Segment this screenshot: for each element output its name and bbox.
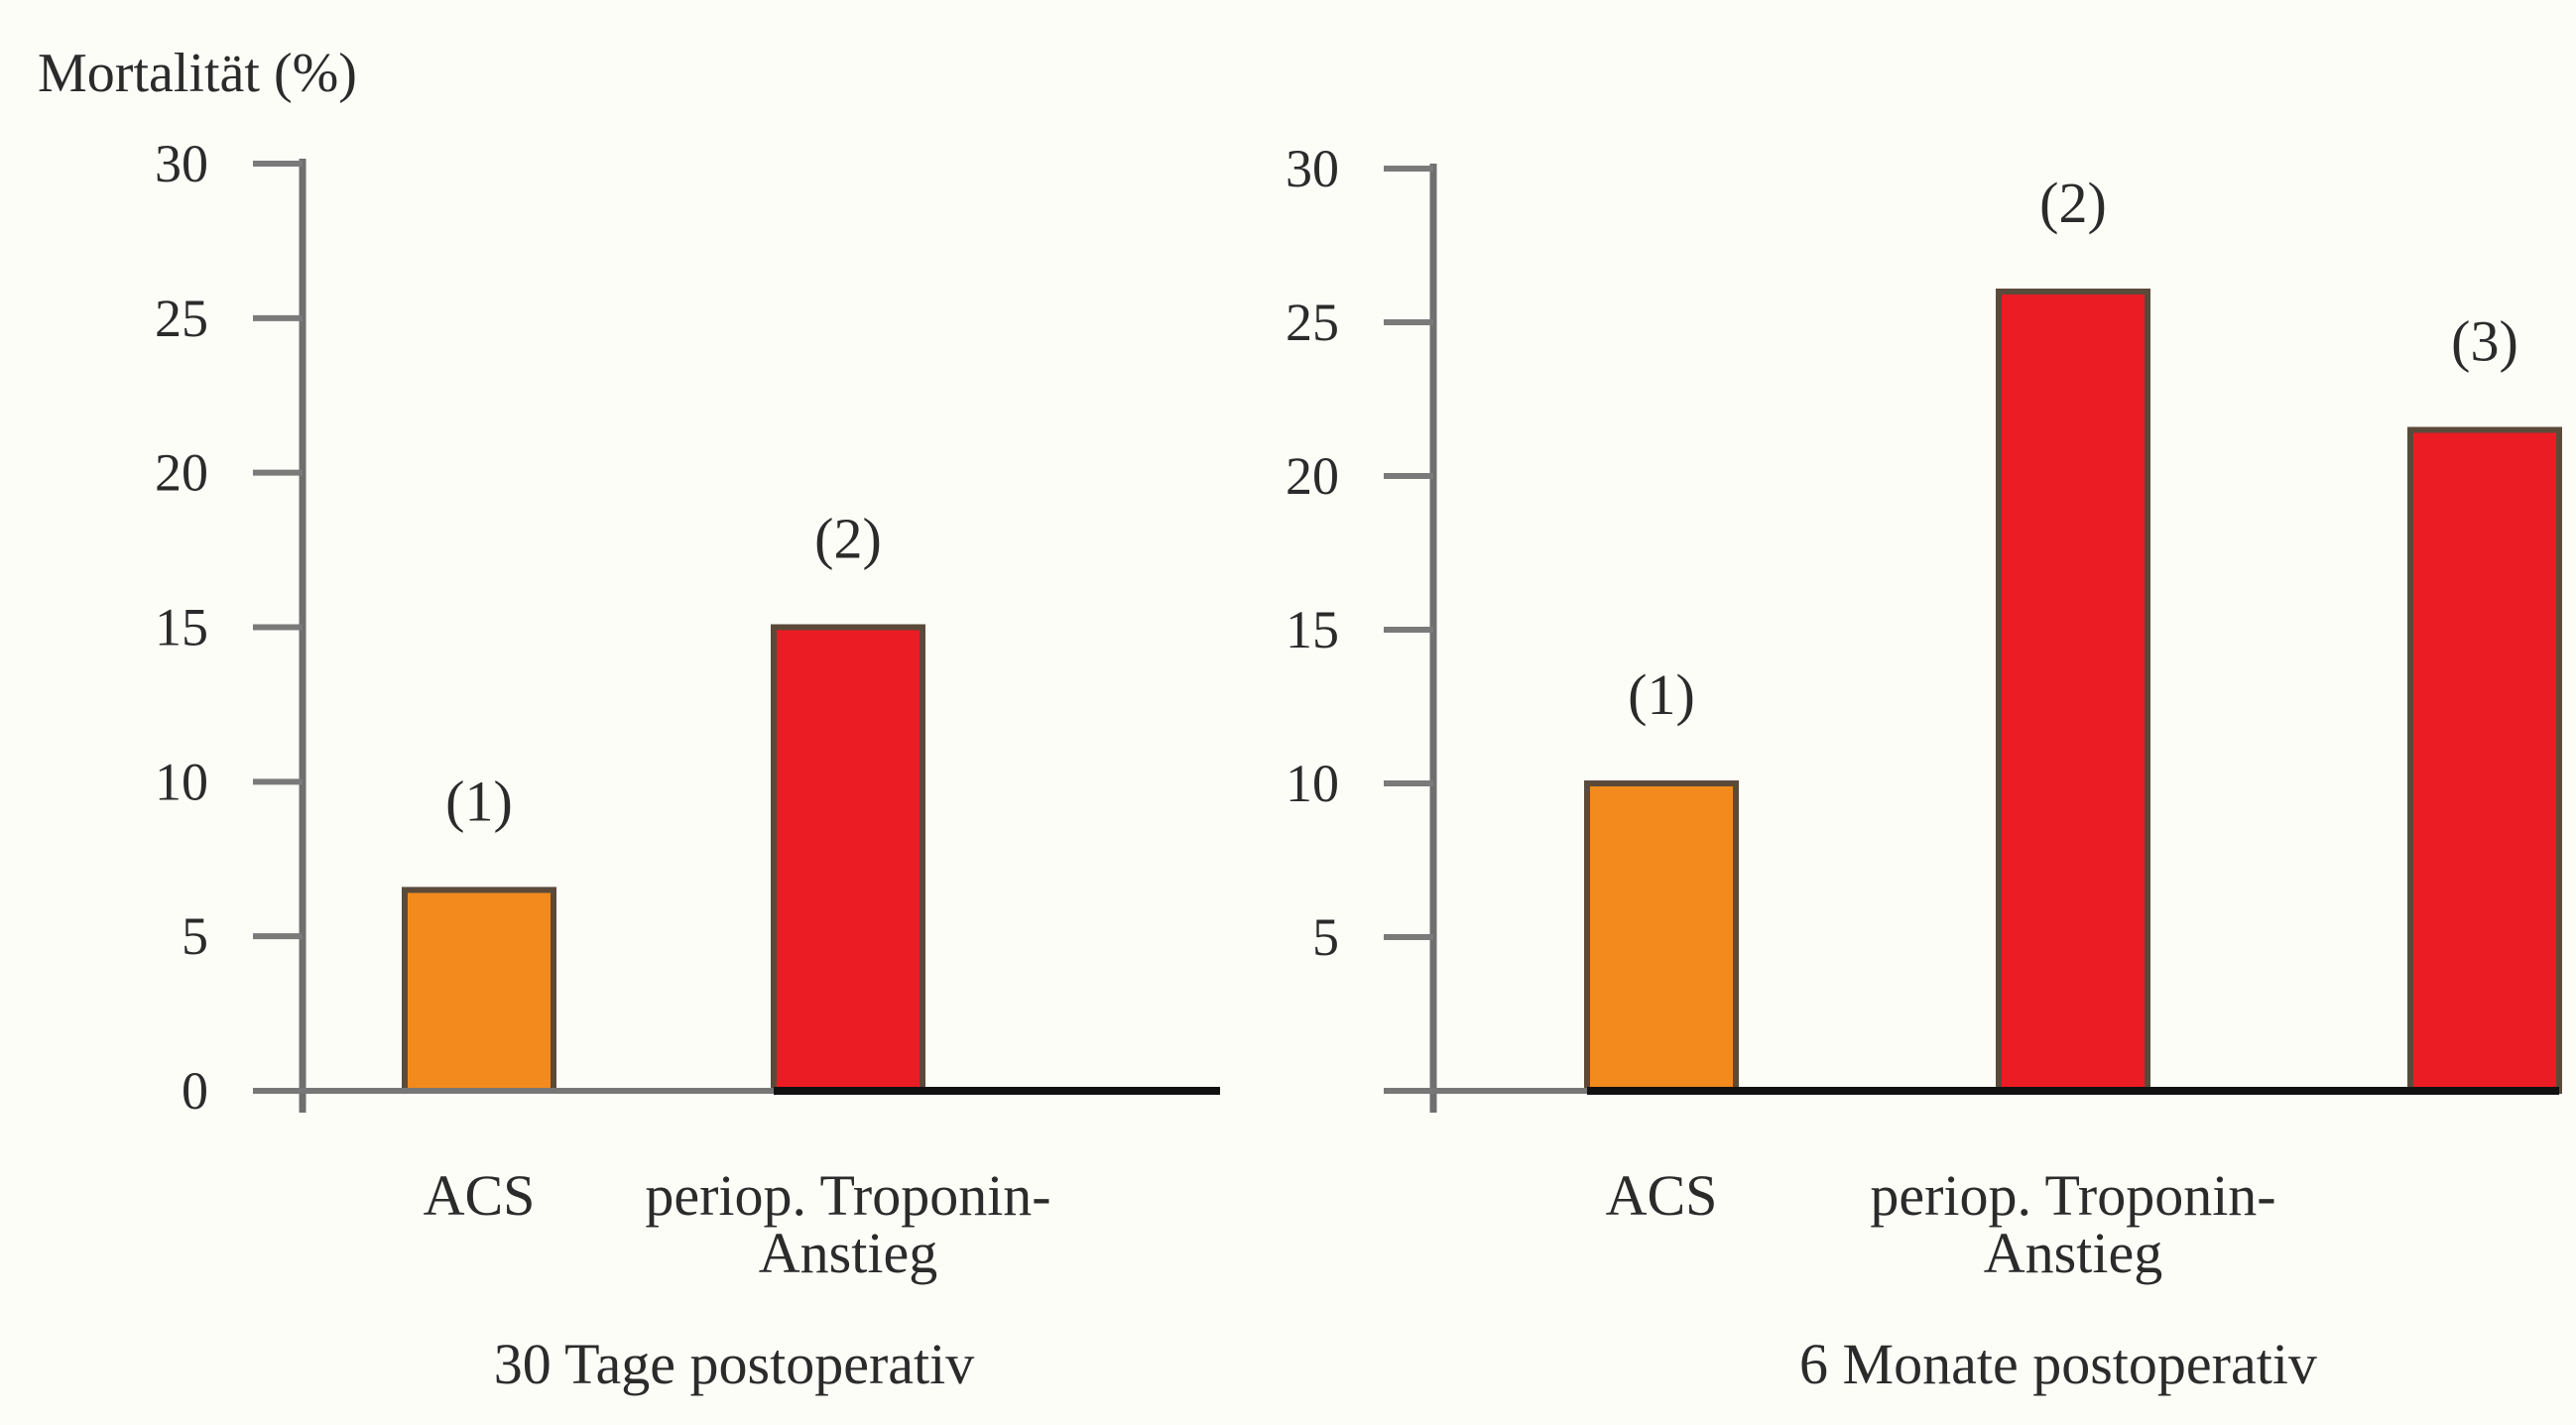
y-tick-label: 5 (1312, 907, 1339, 967)
x-category-label: periop. Troponin- (1870, 1163, 2275, 1228)
y-tick-label: 10 (155, 752, 208, 811)
x-category-label: periop. Troponin- (645, 1163, 1050, 1228)
bar-annotation: (1) (445, 769, 513, 833)
bar (771, 624, 925, 1094)
y-tick-label: 25 (155, 289, 208, 348)
y-tick-label: 30 (1286, 139, 1339, 198)
y-tick-label: 15 (155, 598, 208, 657)
y-tick-label: 0 (182, 1061, 208, 1121)
bar-annotation: (2) (814, 507, 882, 571)
bar (2407, 426, 2562, 1094)
x-category-label: Anstieg (759, 1221, 937, 1285)
y-axis-label: Mortalität (%) (38, 43, 357, 104)
panel-title: 30 Tage postoperativ (494, 1332, 975, 1396)
y-tick-label: 15 (1286, 600, 1339, 659)
bar (402, 887, 556, 1095)
x-category-label: ACS (424, 1163, 536, 1228)
y-tick-label: 20 (155, 443, 208, 503)
x-category-label: ACS (1606, 1163, 1718, 1228)
x-category-label: Anstieg (1984, 1221, 2162, 1285)
bar-annotation: (2) (2039, 171, 2107, 235)
y-tick-label: 10 (1286, 754, 1339, 813)
y-tick-label: 20 (1286, 446, 1339, 506)
bar-annotation: (1) (1628, 662, 1695, 727)
y-tick-label: 30 (155, 134, 208, 193)
bar-annotation: (3) (2451, 309, 2518, 374)
bar (1996, 289, 2150, 1094)
y-tick-label: 5 (182, 906, 208, 966)
y-tick-label: 25 (1286, 293, 1339, 352)
bar (1584, 780, 1739, 1094)
panel-title: 6 Monate postoperativ (1799, 1332, 2317, 1396)
